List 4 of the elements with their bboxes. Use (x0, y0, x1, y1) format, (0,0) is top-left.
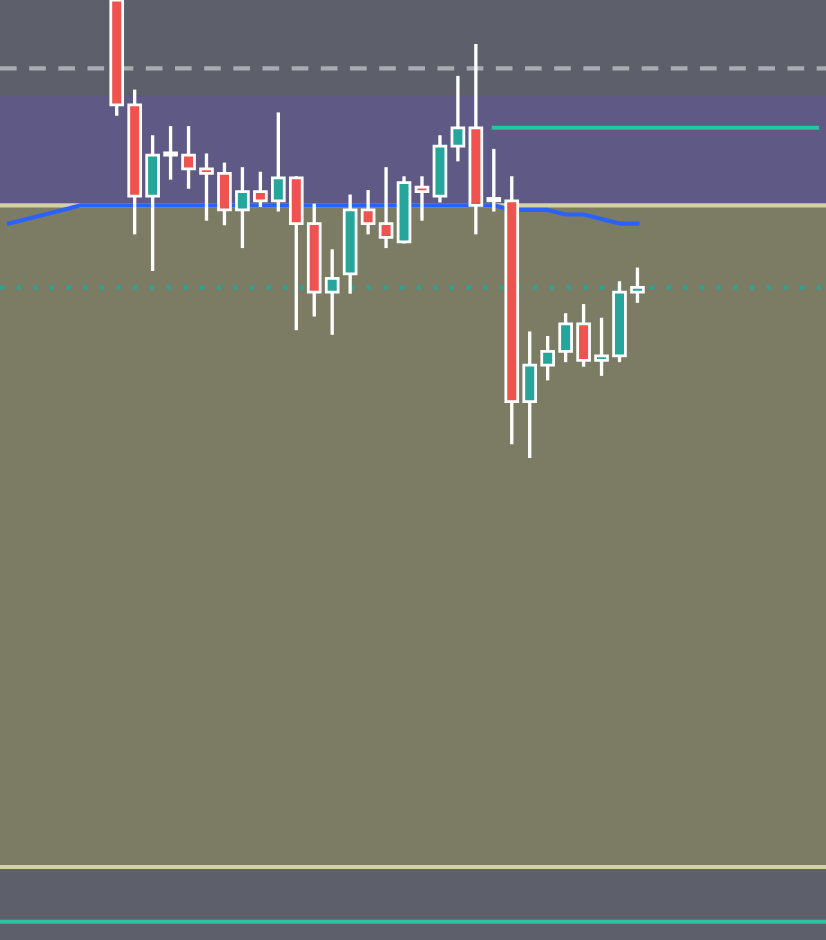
candlestick (450, 75, 466, 162)
candlestick (414, 176, 430, 221)
candlestick (378, 167, 394, 249)
candlestick (360, 189, 376, 235)
